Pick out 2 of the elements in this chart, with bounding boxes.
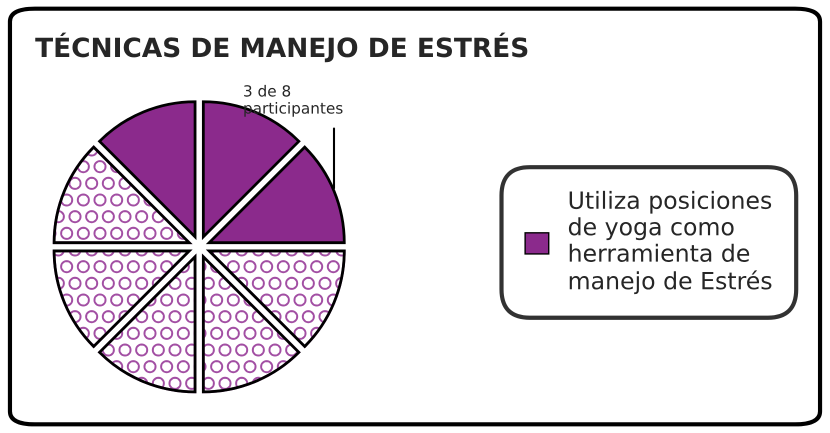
chart-title: TÉCNICAS DE MANEJO DE ESTRÉS: [35, 32, 528, 62]
legend-label: Utiliza posiciones de yoga como herramienta de manejo de Estrés: [568, 190, 772, 294]
